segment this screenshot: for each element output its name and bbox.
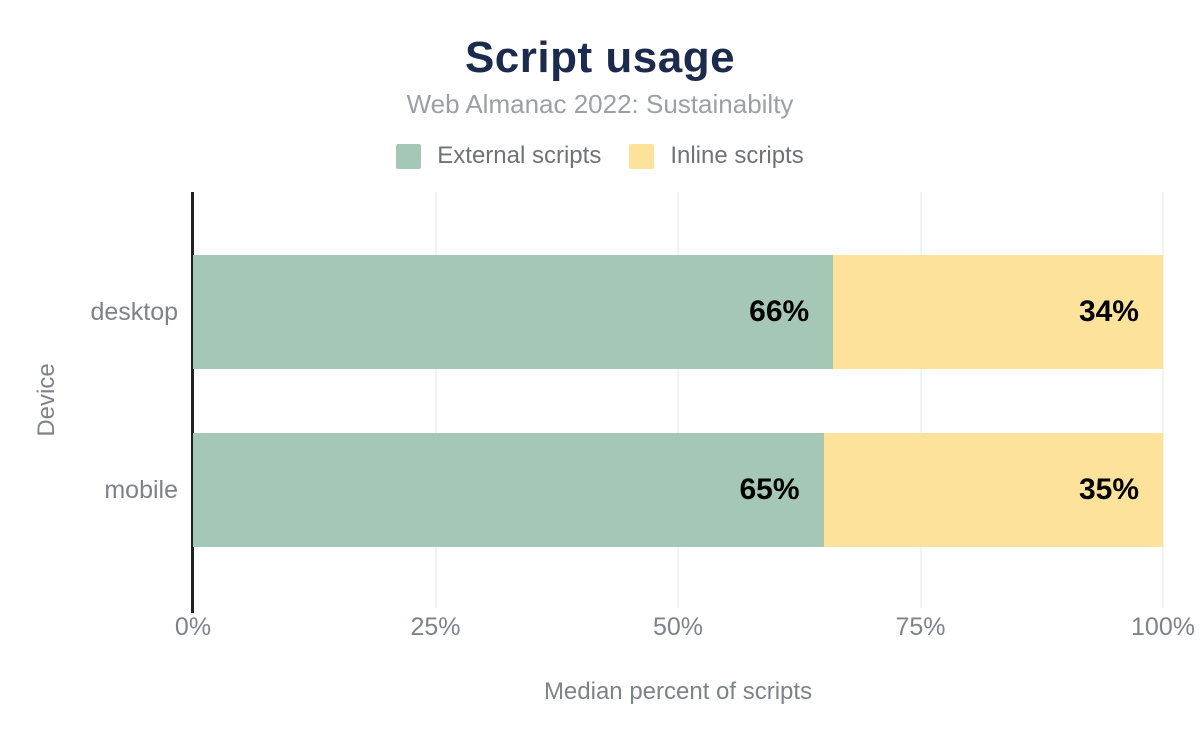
chart-subtitle: Web Almanac 2022: Sustainabilty <box>406 89 794 119</box>
bar-segment-desktop-inline-scripts[interactable]: 34% <box>833 255 1163 369</box>
gridline <box>1162 192 1164 608</box>
y-axis-title: Device <box>33 363 60 437</box>
category-label-desktop: desktop <box>90 297 178 326</box>
x-tick-label: 75% <box>895 613 946 641</box>
legend-swatch-external-scripts <box>396 143 422 169</box>
bar-segment-mobile-inline-scripts[interactable]: 35% <box>823 433 1163 547</box>
bar-segment-desktop-external-scripts[interactable]: 66% <box>193 255 834 369</box>
legend: External scripts Inline scripts <box>0 142 1200 170</box>
x-tick-label: 100% <box>1131 613 1195 641</box>
x-tick-label: 50% <box>652 613 704 641</box>
x-axis-title: Median percent of scripts <box>543 678 813 705</box>
data-label: 34% <box>1078 295 1139 328</box>
bar-segment-mobile-external-scripts[interactable]: 65% <box>193 433 824 547</box>
plot-area: 66% 34% 65% 35% <box>191 192 1164 613</box>
y-axis-line <box>191 192 194 613</box>
legend-item-external-scripts[interactable]: External scripts <box>396 142 601 170</box>
data-label: 66% <box>749 295 810 328</box>
gridline <box>677 192 679 608</box>
bar-row-desktop: 66% 34% <box>193 255 1163 369</box>
x-tick-label: 25% <box>410 613 461 641</box>
chart-title: Script usage <box>464 33 736 82</box>
gridline <box>434 192 437 608</box>
legend-label: Inline scripts <box>670 142 804 169</box>
legend-item-inline-scripts[interactable]: Inline scripts <box>629 142 804 170</box>
legend-label: External scripts <box>437 142 602 169</box>
data-label: 65% <box>739 473 800 506</box>
category-label-mobile: mobile <box>104 475 178 504</box>
x-tick-label: 0% <box>174 613 212 641</box>
x-axis-ticks: 0% 25% 50% 75% 100% <box>175 613 1195 645</box>
bar-row-mobile: 65% 35% <box>193 433 1163 547</box>
legend-swatch-inline-scripts <box>629 143 655 169</box>
gridline <box>919 192 922 608</box>
data-label: 35% <box>1078 473 1139 506</box>
